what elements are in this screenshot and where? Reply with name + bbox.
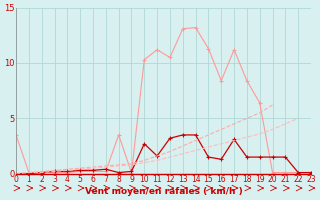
X-axis label: Vent moyen/en rafales ( km/h ): Vent moyen/en rafales ( km/h ) [85, 187, 243, 196]
